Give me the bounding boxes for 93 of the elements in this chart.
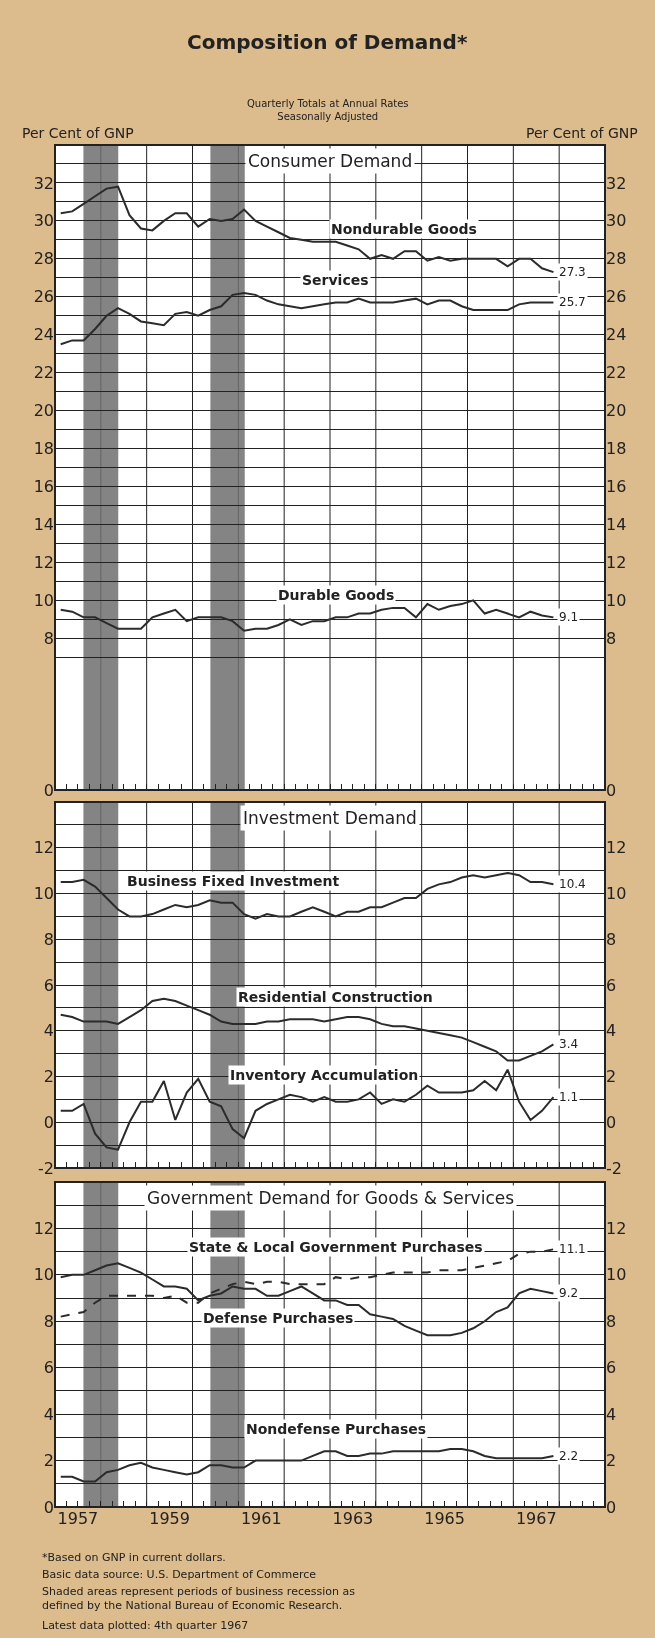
data-label: 11.1 [559, 1242, 586, 1256]
data-label: 3.4 [559, 1037, 579, 1051]
y2-tick-label: 0 [606, 780, 617, 800]
y2-tick-label: 0 [606, 1497, 617, 1517]
y-tick-label: 12 [33, 1219, 54, 1239]
y-tick-label: 12 [33, 838, 54, 858]
y2-axis-title: Per Cent of GNP [526, 125, 638, 141]
data-label: 2.2 [559, 1449, 579, 1463]
y-tick-label: 2 [43, 1451, 54, 1471]
series-label: Inventory Accumulation [230, 1067, 419, 1083]
y2-tick-label: 10 [606, 1265, 627, 1285]
series-label: Durable Goods [278, 587, 395, 603]
y-tick-label: 26 [33, 287, 54, 307]
y-axis-title: Per Cent of GNP [22, 125, 134, 141]
y2-tick-label: 4 [606, 1404, 617, 1424]
data-label: 9.2 [559, 1286, 579, 1300]
x-tick-label: 1957 [57, 1509, 99, 1528]
y2-tick-label: 28 [606, 249, 627, 269]
y-tick-label: 22 [33, 363, 54, 383]
data-label: 10.4 [559, 877, 586, 891]
y2-tick-label: 8 [606, 929, 617, 949]
x-tick-label: 1959 [149, 1509, 190, 1528]
y2-tick-label: 18 [606, 439, 627, 459]
y2-tick-label: 24 [606, 325, 627, 345]
y2-tick-label: 8 [606, 1311, 617, 1331]
series-label: Nondefense Purchases [246, 1421, 427, 1437]
chart-subtitle: Quarterly Totals at Annual Rates Seasonally Adjusted [247, 98, 409, 122]
y2-tick-label: 20 [606, 401, 627, 421]
series-label: State & Local Government Purchases [189, 1239, 483, 1255]
y-tick-label: 0 [43, 1112, 54, 1132]
y-tick-label: 6 [43, 1358, 54, 1378]
y2-tick-label: 0 [606, 1112, 617, 1132]
y-tick-label: -2 [38, 1158, 54, 1178]
y-tick-label: 16 [33, 477, 54, 497]
y-tick-label: 18 [33, 439, 54, 459]
y2-tick-label: 10 [606, 590, 627, 610]
y-tick-label: 12 [33, 552, 54, 572]
y2-tick-label: 12 [606, 552, 627, 572]
data-label: 9.1 [559, 610, 579, 624]
text: Shaded areas represent periods of business recession as defined by the National Bureau of Economic Research. [42, 1585, 356, 1613]
y2-tick-label: 12 [606, 1219, 627, 1239]
y-tick-label: 4 [43, 1404, 54, 1424]
y2-tick-label: 30 [606, 211, 627, 231]
series-label: Services [302, 272, 369, 288]
y2-tick-label: 6 [606, 1358, 617, 1378]
y2-tick-label: 14 [606, 515, 627, 535]
x-tick-label: 1967 [515, 1509, 557, 1528]
text: Basic data source: U.S. Department of Commerce [42, 1568, 317, 1581]
y-tick-label: 8 [43, 1311, 54, 1331]
text: Latest data plotted: 4th quarter 1967 [42, 1619, 249, 1632]
y2-tick-label: 16 [606, 477, 627, 497]
y-tick-label: 0 [43, 1497, 54, 1517]
y2-tick-label: 22 [606, 363, 627, 383]
y-tick-label: 28 [33, 249, 54, 269]
y-tick-label: 24 [33, 325, 54, 345]
text: *Based on GNP in current dollars. [42, 1551, 226, 1564]
y2-tick-label: 8 [606, 628, 617, 648]
y2-tick-label: 6 [606, 975, 617, 995]
series-label: Residential Construction [238, 989, 433, 1005]
series-label: Business Fixed Investment [127, 873, 340, 889]
y2-tick-label: -2 [606, 1158, 622, 1178]
data-label: 1.1 [559, 1090, 579, 1104]
y-tick-label: 20 [33, 401, 54, 421]
y-tick-label: 8 [43, 929, 54, 949]
y-tick-label: 2 [43, 1067, 54, 1087]
series-label: Nondurable Goods [331, 221, 477, 237]
y2-tick-label: 4 [606, 1021, 617, 1041]
y2-tick-label: 2 [606, 1451, 617, 1471]
y-tick-label: 4 [43, 1021, 54, 1041]
y-tick-label: 30 [33, 211, 54, 231]
y-tick-label: 8 [43, 628, 54, 648]
data-label: 25.7 [559, 295, 586, 309]
y-tick-label: 32 [33, 173, 54, 193]
annotation: Consumer Demand [248, 151, 413, 171]
x-tick-label: 1963 [332, 1509, 374, 1528]
y-tick-label: 14 [33, 515, 54, 535]
x-tick-label: 1961 [240, 1509, 282, 1528]
y-tick-label: 6 [43, 975, 54, 995]
y2-tick-label: 2 [606, 1067, 617, 1087]
chart-title: Government Demand for Goods & Services [147, 1188, 515, 1208]
y-tick-label: 10 [33, 590, 54, 610]
y-tick-label: 0 [43, 780, 54, 800]
data-label: 27.3 [559, 265, 586, 279]
chart-title: Composition of Demand* [187, 30, 468, 54]
y-tick-label: 10 [33, 884, 54, 904]
x-tick-label: 1965 [424, 1509, 465, 1528]
y-tick-label: 10 [33, 1265, 54, 1285]
y2-tick-label: 26 [606, 287, 627, 307]
y2-tick-label: 12 [606, 838, 627, 858]
y2-tick-label: 10 [606, 884, 627, 904]
chart-title: Investment Demand [243, 808, 417, 828]
y2-tick-label: 32 [606, 173, 627, 193]
series-label: Defense Purchases [203, 1310, 354, 1326]
